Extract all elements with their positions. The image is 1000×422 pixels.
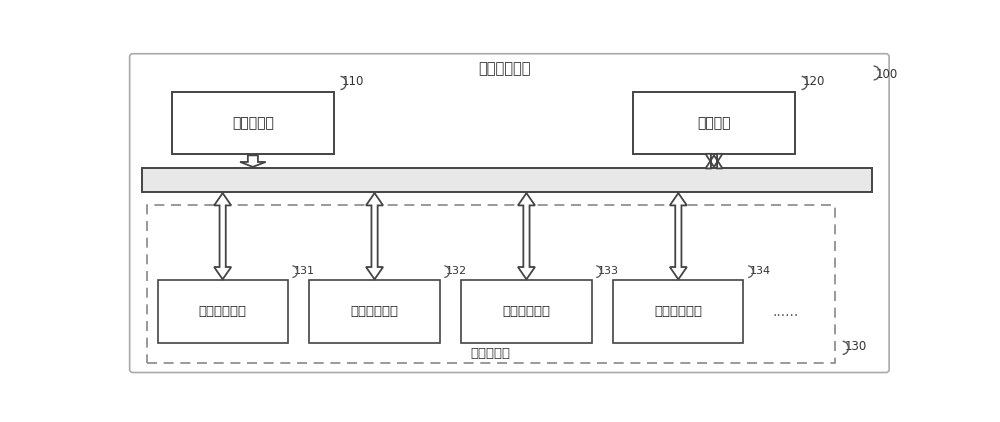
FancyBboxPatch shape xyxy=(633,92,795,154)
Text: 任务处理系统: 任务处理系统 xyxy=(479,62,531,77)
FancyBboxPatch shape xyxy=(142,168,872,192)
Text: 任务调度器: 任务调度器 xyxy=(232,116,274,130)
Polygon shape xyxy=(705,154,723,168)
FancyBboxPatch shape xyxy=(613,280,743,343)
Text: 133: 133 xyxy=(598,266,619,276)
FancyBboxPatch shape xyxy=(309,280,440,343)
FancyBboxPatch shape xyxy=(172,92,334,154)
FancyBboxPatch shape xyxy=(461,280,592,343)
Text: 第四处理单元: 第四处理单元 xyxy=(654,305,702,318)
Polygon shape xyxy=(670,193,687,279)
Text: 处理单元组: 处理单元组 xyxy=(471,347,511,360)
Text: 第三处理单元: 第三处理单元 xyxy=(502,305,550,318)
Text: 共享内存: 共享内存 xyxy=(697,116,731,130)
Bar xyxy=(147,206,835,363)
Polygon shape xyxy=(366,193,383,279)
Text: 131: 131 xyxy=(294,266,315,276)
Text: 134: 134 xyxy=(750,266,771,276)
Polygon shape xyxy=(518,193,535,279)
Text: 132: 132 xyxy=(446,266,467,276)
Text: 第二处理单元: 第二处理单元 xyxy=(351,305,399,318)
FancyBboxPatch shape xyxy=(158,280,288,343)
Text: 100: 100 xyxy=(875,68,897,81)
Polygon shape xyxy=(214,193,231,279)
Text: 120: 120 xyxy=(803,75,826,88)
Polygon shape xyxy=(240,155,266,167)
Text: 110: 110 xyxy=(342,75,364,88)
Text: 130: 130 xyxy=(844,340,866,353)
Text: ......: ...... xyxy=(772,305,798,319)
Text: 第一处理单元: 第一处理单元 xyxy=(199,305,247,318)
FancyBboxPatch shape xyxy=(130,54,889,373)
